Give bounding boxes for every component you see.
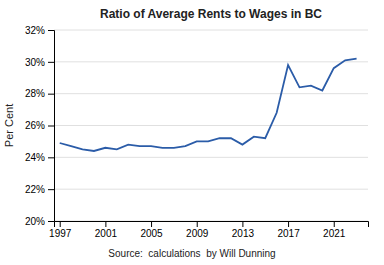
y-tick-label: 22%	[25, 184, 45, 195]
x-tick: 2009	[186, 221, 209, 239]
x-axis-line	[55, 222, 369, 228]
x-tick-label: 2021	[323, 228, 346, 239]
y-tick-label: 24%	[25, 152, 45, 163]
x-tick-mark	[334, 221, 335, 227]
y-tick-mark	[48, 94, 54, 95]
y-axis-line	[48, 31, 55, 222]
x-tick-mark	[288, 221, 289, 227]
x-tick: 2005	[140, 221, 163, 239]
grid-line	[54, 125, 368, 126]
marks	[60, 59, 357, 151]
x-tick-mark	[242, 221, 243, 227]
x-tick-mark	[197, 221, 198, 227]
grid-line	[54, 157, 368, 158]
y-tick-label: 26%	[25, 120, 45, 131]
x-tick-label: 2009	[186, 228, 209, 239]
y-tick: 28%	[25, 88, 54, 99]
y-tick-mark	[48, 221, 54, 222]
y-tick-mark	[48, 189, 54, 190]
y-tick-mark	[48, 30, 54, 31]
y-tick: 32%	[25, 25, 54, 36]
y-tick: 22%	[25, 184, 54, 195]
y-axis: 20% 22% 24% 26% 28% 30% 32%	[25, 25, 55, 227]
grid	[54, 30, 368, 221]
x-axis: 1997 2001 2005 2009 2013 2017 2021	[49, 221, 368, 239]
x-tick-label: 2017	[277, 228, 300, 239]
x-tick-label: 1997	[49, 228, 72, 239]
y-axis-title: Per Cent	[3, 104, 15, 147]
grid-line	[54, 61, 368, 62]
y-tick-label: 20%	[25, 216, 45, 227]
y-tick-label: 30%	[25, 57, 45, 68]
y-tick-mark	[48, 62, 54, 63]
line	[60, 59, 357, 151]
grid-line	[54, 189, 368, 190]
y-tick: 26%	[25, 120, 54, 131]
y-tick-mark	[48, 126, 54, 127]
x-tick: 2001	[95, 221, 118, 239]
y-tick-label: 28%	[25, 88, 45, 99]
title: Ratio of Average Rents to Wages in BC	[100, 7, 322, 21]
x-tick: 2017	[277, 221, 300, 239]
x-tick-mark	[60, 221, 61, 227]
plot: 1997 2001 2005 2009 2013 2017 2021 20% 22% 24% 26%…	[25, 25, 369, 239]
y-tick: 20%	[25, 216, 54, 227]
y-tick: 30%	[25, 57, 54, 68]
grid-line	[54, 30, 368, 31]
chart: 1997 2001 2005 2009 2013 2017 2021 20% 22% 24% 26%…	[0, 0, 384, 265]
x-tick: 2013	[232, 221, 255, 239]
x-tick: 2021	[323, 221, 346, 239]
annotation: Source: calculations by Will Dunning	[108, 248, 275, 259]
x-tick-label: 2013	[232, 228, 255, 239]
x-tick-label: 2001	[95, 228, 118, 239]
y-tick-mark	[48, 157, 54, 158]
y-tick: 24%	[25, 152, 54, 163]
x-tick-mark	[151, 221, 152, 227]
x-tick-mark	[105, 221, 106, 227]
y-tick-label: 32%	[25, 25, 45, 36]
x-tick-label: 2005	[140, 228, 163, 239]
grid-line	[54, 93, 368, 94]
x-tick: 1997	[49, 221, 72, 239]
